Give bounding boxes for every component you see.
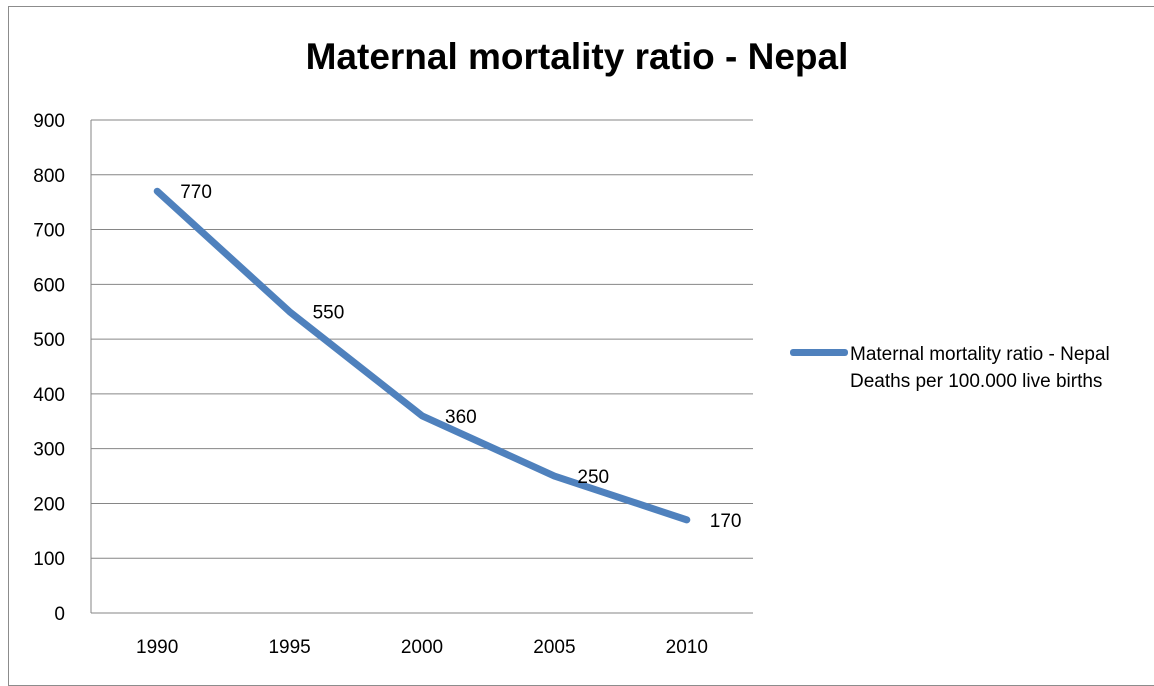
legend-swatch [790, 349, 848, 356]
y-tick-label: 0 [54, 604, 65, 625]
y-tick-label: 800 [33, 166, 65, 187]
chart-frame [8, 6, 1154, 686]
y-tick-label: 500 [33, 330, 65, 351]
x-axis-ticks: 1990 1995 2000 2005 2010 [136, 637, 708, 658]
y-tick-label: 100 [33, 549, 65, 570]
x-tick-label: 2000 [401, 637, 443, 658]
y-tick-label: 600 [33, 275, 65, 296]
series-group [153, 187, 691, 524]
data-label: 250 [577, 467, 609, 488]
y-axis-ticks: 0 100 200 300 400 500 600 700 800 900 [33, 111, 65, 625]
x-tick-label: 1990 [136, 637, 178, 658]
data-label: 550 [313, 303, 345, 324]
chart-title: Maternal mortality ratio - Nepal [305, 36, 849, 77]
y-tick-label: 900 [33, 111, 65, 132]
data-label: 360 [445, 407, 477, 428]
data-labels: 770 550 360 250 170 [180, 182, 741, 532]
y-tick-label: 700 [33, 221, 65, 242]
x-tick-label: 1995 [268, 637, 310, 658]
data-label: 170 [710, 511, 742, 532]
y-tick-label: 400 [33, 385, 65, 406]
x-tick-label: 2005 [533, 637, 575, 658]
data-label: 770 [180, 182, 212, 203]
y-tick-label: 300 [33, 440, 65, 461]
y-tick-label: 200 [33, 494, 65, 515]
series-line [153, 187, 691, 524]
x-tick-label: 2010 [666, 637, 708, 658]
legend-label: Maternal mortality ratio - Nepal Deaths … [850, 344, 1110, 392]
